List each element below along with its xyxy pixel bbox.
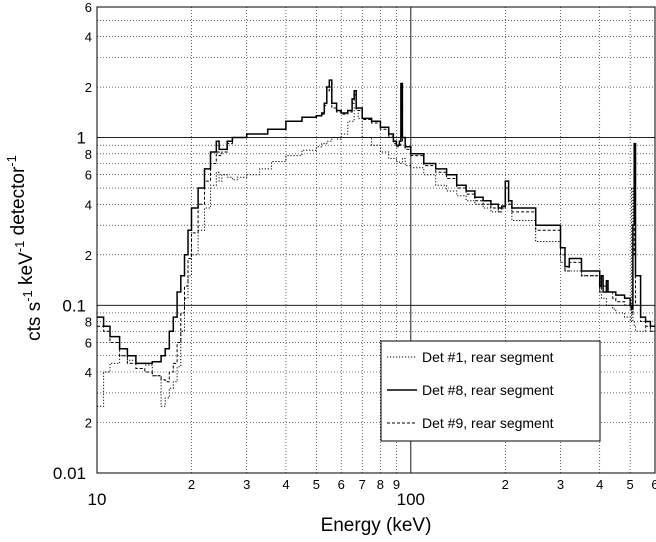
y-title-part: keV xyxy=(16,252,37,290)
y-tick-label: 0.01 xyxy=(53,464,86,483)
y-title-exponent: -1 xyxy=(4,155,19,167)
y-tick-label: 1 xyxy=(77,129,86,148)
x-tick-label: 9 xyxy=(393,477,400,492)
y-axis-title: cts s-1 keV-1 detector-1 xyxy=(4,155,45,341)
legend-box xyxy=(380,340,601,442)
legend-label-det8: Det #8, rear segment xyxy=(422,382,554,398)
series-layer xyxy=(97,79,656,407)
grid xyxy=(96,6,656,474)
y-tick-label: 0.1 xyxy=(62,296,86,315)
y-tick-label: 4 xyxy=(85,30,92,45)
y-title-part: s xyxy=(24,302,45,317)
y-title-part: cts xyxy=(24,317,45,341)
x-tick-label: 8 xyxy=(377,477,384,492)
x-tick-label: 2 xyxy=(502,477,509,492)
legend-label-det1: Det #1, rear segment xyxy=(422,349,554,365)
x-tick-label: 5 xyxy=(627,477,634,492)
x-tick-label: 2 xyxy=(188,477,195,492)
y-tick-label: 2 xyxy=(85,416,92,431)
y-tick-label: 6 xyxy=(85,168,92,183)
series-line-1 xyxy=(97,107,656,407)
series-line-3 xyxy=(97,86,655,383)
plot-frame xyxy=(96,6,656,474)
x-tick-label: 4 xyxy=(282,477,289,492)
y-tick-label: 4 xyxy=(85,365,92,380)
y-tick-label: 8 xyxy=(85,315,92,330)
x-tick-label: 6 xyxy=(338,477,345,492)
y-title-part: detector xyxy=(8,166,29,241)
x-tick-label: 100 xyxy=(397,490,425,509)
x-tick-label: 3 xyxy=(557,477,564,492)
legend: Det #1, rear segment Det #8, rear segmen… xyxy=(380,340,601,442)
y-title-exponent: -1 xyxy=(20,290,35,302)
x-tick-label: 10 xyxy=(88,490,107,509)
x-tick-label: 3 xyxy=(243,477,250,492)
x-tick-label: 7 xyxy=(359,477,366,492)
y-title-exponent: -1 xyxy=(12,241,27,253)
y-tick-label: 2 xyxy=(85,248,92,263)
x-tick-label: 4 xyxy=(596,477,603,492)
y-tick-label: 4 xyxy=(85,197,92,212)
y-tick-label: 6 xyxy=(85,0,92,15)
x-tick-label: 5 xyxy=(313,477,320,492)
legend-label-det9: Det #9, rear segment xyxy=(422,415,554,431)
series-line-2 xyxy=(97,79,655,365)
x-tick-label: 6 xyxy=(651,477,656,492)
y-tick-label: 2 xyxy=(85,80,92,95)
x-axis-title: Energy (keV) xyxy=(321,515,432,536)
y-tick-label: 8 xyxy=(85,147,92,162)
y-tick-label: 6 xyxy=(85,335,92,350)
